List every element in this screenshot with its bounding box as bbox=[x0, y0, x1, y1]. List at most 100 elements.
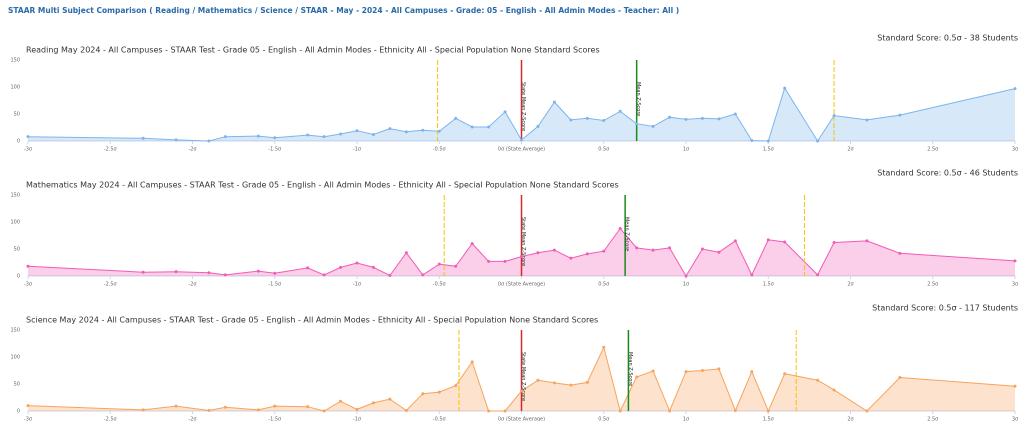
x-tick-label: -2.5σ bbox=[104, 417, 118, 421]
reference-label: Mean Z-Score bbox=[635, 82, 641, 116]
data-point bbox=[585, 252, 589, 256]
x-tick-label: 2σ bbox=[847, 282, 854, 288]
data-point bbox=[421, 392, 425, 396]
data-point bbox=[470, 242, 474, 246]
x-tick-label: 1.5σ bbox=[763, 282, 775, 288]
data-point bbox=[256, 134, 260, 138]
x-tick-label: -2σ bbox=[188, 417, 197, 421]
data-point bbox=[174, 404, 178, 408]
y-tick-label: 100 bbox=[10, 220, 20, 226]
x-tick-label: 1.5σ bbox=[763, 147, 775, 153]
data-point bbox=[437, 262, 441, 266]
chart-title: Reading May 2024 - All Campuses - STAAR … bbox=[26, 46, 600, 55]
x-tick-label: 2.5σ bbox=[927, 417, 939, 421]
data-point bbox=[371, 265, 375, 269]
data-point bbox=[618, 409, 622, 413]
data-point bbox=[783, 86, 787, 90]
data-point bbox=[273, 271, 277, 275]
y-tick-label: 0 bbox=[17, 274, 20, 280]
data-point bbox=[470, 125, 474, 129]
data-point bbox=[207, 271, 211, 275]
data-point bbox=[766, 238, 770, 242]
data-point bbox=[569, 383, 573, 387]
data-point bbox=[536, 124, 540, 128]
x-tick-label: -1σ bbox=[353, 282, 362, 288]
x-tick-label: 3σ bbox=[1012, 147, 1019, 153]
data-point bbox=[700, 369, 704, 372]
data-point bbox=[898, 251, 902, 255]
chart-title: Mathematics May 2024 - All Campuses - ST… bbox=[26, 181, 619, 190]
data-point bbox=[816, 378, 820, 382]
data-point bbox=[733, 408, 737, 412]
data-point bbox=[602, 345, 606, 349]
data-point bbox=[717, 367, 721, 371]
data-point bbox=[635, 375, 639, 379]
y-tick-label: 50 bbox=[14, 247, 20, 253]
data-point bbox=[404, 408, 408, 412]
data-point bbox=[700, 247, 704, 251]
x-tick-label: -2.5σ bbox=[104, 282, 118, 288]
data-point bbox=[668, 115, 672, 119]
data-point bbox=[717, 117, 721, 121]
data-point bbox=[141, 136, 145, 140]
data-point bbox=[635, 246, 639, 250]
x-tick-label: 3σ bbox=[1012, 282, 1019, 288]
x-tick-label: -0.5σ bbox=[433, 282, 447, 288]
data-point bbox=[552, 100, 556, 104]
y-tick-label: 0 bbox=[17, 409, 20, 415]
data-point bbox=[487, 125, 491, 129]
data-point bbox=[223, 405, 227, 409]
data-point bbox=[750, 138, 754, 142]
x-tick-label: 0.5σ bbox=[598, 282, 610, 288]
x-tick-label: 1σ bbox=[683, 147, 690, 153]
x-tick-label: 0σ (State Average) bbox=[498, 282, 545, 288]
data-point bbox=[750, 273, 754, 277]
data-point bbox=[371, 133, 375, 137]
data-point bbox=[141, 270, 145, 274]
data-point bbox=[585, 380, 589, 384]
reference-label: State Mean Z-Score bbox=[520, 352, 526, 401]
y-tick-label: 150 bbox=[10, 328, 20, 334]
data-point bbox=[865, 239, 869, 243]
data-point bbox=[552, 381, 556, 385]
data-point bbox=[618, 109, 622, 113]
data-point bbox=[898, 376, 902, 380]
data-point bbox=[223, 273, 227, 277]
data-point bbox=[174, 138, 178, 142]
page-title: STAAR Multi Subject Comparison ( Reading… bbox=[8, 6, 679, 15]
x-tick-label: -0.5σ bbox=[433, 147, 447, 153]
data-point bbox=[322, 409, 326, 413]
reference-label: State Mean Z-Score bbox=[520, 82, 526, 131]
y-tick-label: 150 bbox=[10, 193, 20, 199]
data-point bbox=[717, 250, 721, 254]
data-point bbox=[273, 404, 277, 408]
x-tick-label: -1.5σ bbox=[268, 282, 282, 288]
data-point bbox=[256, 269, 260, 273]
chart-subtitle: Standard Score: 0.5σ - 117 Students bbox=[872, 304, 1018, 313]
data-point bbox=[585, 116, 589, 120]
chart-title: Science May 2024 - All Campuses - STAAR … bbox=[26, 316, 598, 325]
x-tick-label: 1σ bbox=[683, 417, 690, 421]
data-point bbox=[339, 132, 343, 136]
x-tick-label: -1σ bbox=[353, 417, 362, 421]
x-tick-label: 0.5σ bbox=[598, 147, 610, 153]
y-tick-label: 0 bbox=[17, 139, 20, 145]
data-point bbox=[684, 117, 688, 121]
data-point bbox=[404, 130, 408, 134]
data-point bbox=[832, 114, 836, 118]
data-point bbox=[141, 408, 145, 412]
data-point bbox=[454, 384, 458, 388]
x-tick-label: 3σ bbox=[1012, 417, 1019, 421]
data-point bbox=[503, 110, 507, 114]
data-point bbox=[733, 239, 737, 243]
reference-label: Mean Z-Score bbox=[627, 352, 633, 386]
chart-subtitle: Standard Score: 0.5σ - 46 Students bbox=[877, 169, 1018, 178]
area-line bbox=[27, 227, 1016, 277]
x-tick-label: 0σ (State Average) bbox=[498, 147, 545, 153]
data-point bbox=[668, 246, 672, 250]
data-point bbox=[437, 129, 441, 133]
data-point bbox=[520, 389, 523, 393]
data-point bbox=[602, 249, 606, 253]
data-point bbox=[470, 360, 474, 364]
